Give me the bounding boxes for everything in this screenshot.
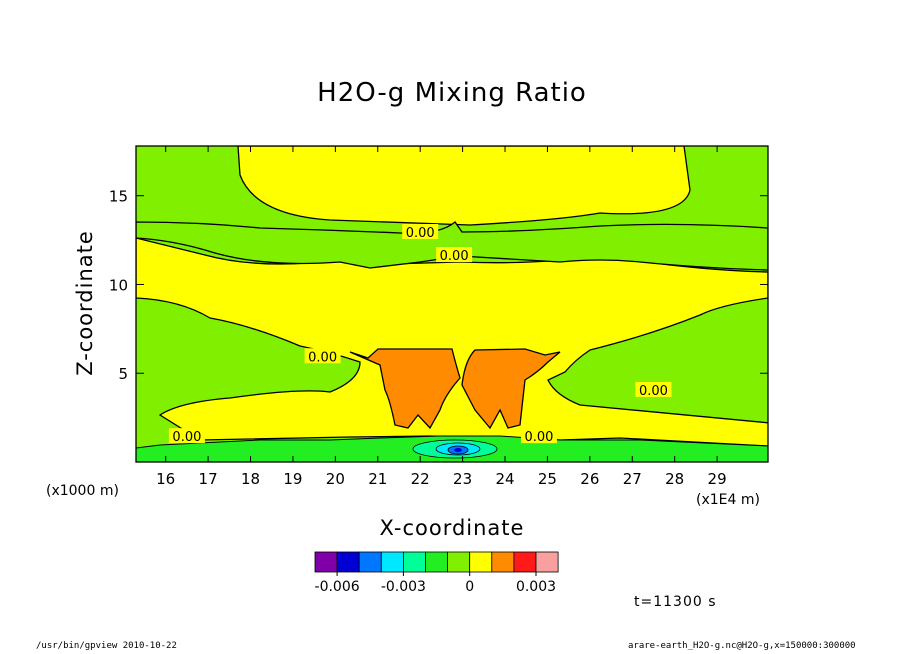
colorbar-cell bbox=[491, 551, 515, 573]
region-deep-blue-cell bbox=[454, 448, 462, 452]
y-tick-label: 15 bbox=[109, 188, 128, 206]
contour-label: 0.00 bbox=[308, 350, 337, 365]
colorbar-cell bbox=[447, 551, 471, 573]
x-tick-label: 17 bbox=[199, 470, 218, 488]
plot-frame bbox=[135, 145, 769, 463]
colorbar-tick-label: -0.003 bbox=[381, 579, 426, 595]
x-axis-unit-label: (x1E4 m) bbox=[696, 492, 760, 508]
contour-label: 0.00 bbox=[524, 430, 553, 445]
region-orange-left bbox=[349, 348, 461, 430]
x-tick-label: 16 bbox=[156, 470, 175, 488]
region-green-band bbox=[136, 221, 768, 271]
colorbar-cell bbox=[469, 551, 493, 573]
colorbar-cell bbox=[513, 551, 537, 573]
contour-label: 0.00 bbox=[639, 384, 668, 399]
y-tick-label: 10 bbox=[109, 276, 128, 294]
contour-label-bg bbox=[168, 428, 205, 444]
x-tick-label: 22 bbox=[411, 470, 430, 488]
region-orange-right bbox=[461, 348, 561, 430]
colorbar-cell bbox=[535, 551, 559, 573]
contour-label: 0.00 bbox=[406, 226, 435, 241]
contour-field bbox=[136, 146, 768, 462]
x-tick-label: 26 bbox=[580, 470, 599, 488]
colorbar-cell bbox=[336, 551, 360, 573]
x-tick-label: 19 bbox=[283, 470, 302, 488]
colorbar-cell bbox=[380, 551, 404, 573]
contour-label: 0.00 bbox=[440, 249, 469, 264]
chart-title: H2O-g Mixing Ratio bbox=[317, 78, 587, 108]
x-axis-ticks: 16 17 18 19 20 21 22 23 24 25 26 27 28 29 bbox=[156, 146, 727, 488]
contour-label-bg bbox=[402, 223, 439, 239]
y-axis-ticks: 5 10 15 bbox=[109, 188, 768, 383]
x-tick-label: 20 bbox=[326, 470, 345, 488]
colorbar-tick-label: -0.006 bbox=[315, 579, 360, 595]
colorbar: -0.006 -0.003 0 0.003 bbox=[314, 551, 559, 595]
x-axis-label: X-coordinate bbox=[379, 516, 525, 540]
contour-label: 0.00 bbox=[172, 430, 201, 445]
contour-label-bg bbox=[520, 428, 557, 444]
x-tick-label: 18 bbox=[241, 470, 260, 488]
x-tick-label: 21 bbox=[368, 470, 387, 488]
region-yellow-upper bbox=[237, 146, 691, 226]
colorbar-tick-label: 0.003 bbox=[516, 579, 556, 595]
x-tick-label: 23 bbox=[453, 470, 472, 488]
contour-label-bg bbox=[635, 381, 672, 397]
colorbar-cell bbox=[358, 551, 382, 573]
time-annotation: t=11300 s bbox=[634, 594, 717, 610]
x-tick-label: 29 bbox=[708, 470, 727, 488]
colorbar-tick-label: 0 bbox=[465, 579, 474, 595]
x-tick-label: 28 bbox=[665, 470, 684, 488]
y-axis-unit-label: (x1000 m) bbox=[46, 483, 119, 499]
x-tick-label: 27 bbox=[623, 470, 642, 488]
colorbar-cell bbox=[425, 551, 449, 573]
x-tick-label: 25 bbox=[538, 470, 557, 488]
contour-label-bg bbox=[436, 247, 473, 263]
colorbar-cell bbox=[402, 551, 426, 573]
colorbar-cell bbox=[314, 551, 338, 573]
contour-labels: 0.00 0.00 0.00 0.00 0.00 0.00 bbox=[168, 223, 672, 445]
x-tick-label: 24 bbox=[495, 470, 514, 488]
contour-label-bg bbox=[304, 348, 341, 364]
footer-program-date: /usr/bin/gpview 2010-10-22 bbox=[36, 641, 177, 651]
footer-data-source: arare-earth_H2O-g.nc@H2O-g,x=150000:3000… bbox=[628, 641, 856, 651]
y-tick-label: 5 bbox=[118, 365, 128, 383]
